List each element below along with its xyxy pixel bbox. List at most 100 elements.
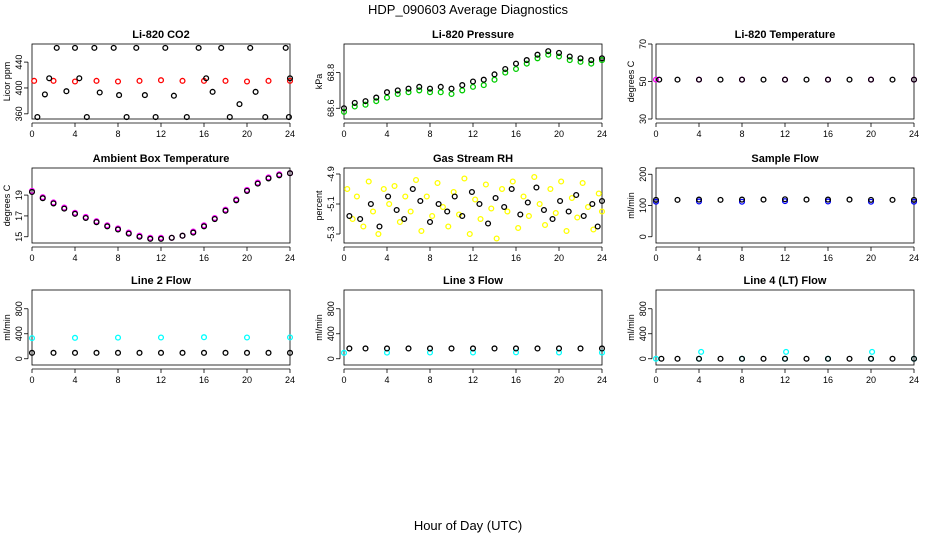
y-tick-label: 800 — [638, 301, 648, 316]
data-point — [141, 92, 148, 99]
x-tick-label: 0 — [653, 375, 658, 385]
data-point — [469, 345, 477, 352]
data-point — [803, 196, 810, 203]
data-point — [803, 76, 810, 83]
y-axis-label: ml/min — [626, 192, 636, 219]
data-point — [50, 349, 57, 356]
data-point — [540, 206, 547, 214]
data-point — [236, 101, 243, 108]
data-point — [409, 185, 416, 193]
data-point — [580, 212, 587, 220]
data-point — [418, 227, 425, 235]
data-point — [76, 75, 83, 82]
x-tick-label: 8 — [115, 375, 120, 385]
data-point — [183, 114, 190, 121]
data-point — [402, 193, 409, 200]
data-point — [493, 235, 500, 242]
data-point — [824, 196, 832, 203]
data-point — [459, 212, 466, 220]
data-point — [717, 76, 724, 83]
x-tick-label: 12 — [780, 375, 790, 385]
data-point — [353, 193, 360, 200]
data-point — [594, 223, 601, 230]
x-tick-label: 12 — [780, 253, 790, 263]
x-tick-label: 8 — [739, 129, 744, 139]
x-tick-label: 20 — [242, 375, 252, 385]
data-point — [598, 197, 606, 205]
data-point — [536, 200, 543, 208]
data-point — [394, 87, 401, 94]
data-point — [286, 170, 294, 177]
x-tick-label: 16 — [511, 253, 521, 263]
data-point — [598, 345, 606, 352]
x-tick-label: 16 — [823, 253, 833, 263]
x-tick-label: 4 — [696, 129, 701, 139]
data-point — [491, 345, 498, 352]
data-point — [512, 345, 520, 352]
data-point — [484, 220, 492, 227]
data-point — [357, 215, 364, 223]
data-point — [846, 196, 853, 203]
x-tick-label: 8 — [739, 375, 744, 385]
data-point — [416, 83, 423, 90]
y-tick-label: 15 — [14, 232, 24, 242]
data-point — [114, 78, 122, 85]
data-point — [179, 77, 186, 84]
x-tick-label: 24 — [285, 375, 295, 385]
x-tick-label: 20 — [554, 253, 564, 263]
x-tick-label: 4 — [72, 375, 77, 385]
x-tick-label: 24 — [285, 253, 295, 263]
data-point — [373, 94, 380, 101]
data-point — [46, 75, 53, 82]
data-point — [39, 195, 46, 202]
data-point — [738, 196, 746, 203]
data-point — [541, 221, 549, 229]
x-tick-label: 8 — [427, 375, 432, 385]
x-tick-label: 20 — [866, 129, 876, 139]
data-point — [136, 77, 143, 84]
data-point — [469, 78, 477, 85]
data-point — [405, 85, 412, 92]
x-tick-label: 12 — [156, 375, 166, 385]
data-point — [867, 355, 875, 362]
data-point — [360, 223, 367, 230]
data-point — [867, 76, 875, 83]
data-point — [71, 349, 79, 356]
x-tick-label: 24 — [909, 129, 919, 139]
x-tick-label: 16 — [511, 375, 521, 385]
y-tick-label: 400 — [14, 80, 24, 95]
y-tick-label: 100 — [638, 198, 648, 213]
data-point — [590, 226, 597, 233]
data-point — [738, 355, 746, 362]
data-point — [439, 203, 446, 211]
data-point — [91, 44, 98, 51]
chart-panel: Line 3 Flow ml/min 0 4 8 12 16 20 24 0 400 800 — [314, 275, 607, 385]
data-point — [695, 355, 703, 362]
data-point — [218, 44, 225, 51]
data-point — [362, 101, 369, 108]
data-point — [211, 215, 218, 223]
chart-title: Li-820 Pressure — [432, 29, 514, 41]
data-point — [717, 196, 724, 203]
data-point — [574, 214, 581, 221]
y-tick-label: 400 — [638, 326, 648, 341]
data-point — [476, 200, 483, 208]
data-point — [545, 48, 552, 55]
data-point — [674, 196, 681, 203]
x-tick-label: 12 — [156, 129, 166, 139]
data-point — [93, 349, 100, 356]
data-point — [340, 349, 348, 356]
y-axis-label: ml/min — [2, 314, 12, 341]
data-point — [781, 196, 789, 203]
data-point — [502, 65, 509, 73]
data-point — [515, 224, 522, 232]
data-point — [417, 197, 424, 205]
data-point — [394, 90, 401, 98]
data-point — [123, 114, 130, 121]
x-tick-label: 12 — [468, 253, 478, 263]
data-point — [566, 53, 573, 60]
data-point — [695, 196, 703, 203]
data-point — [549, 215, 556, 223]
chart-title: Line 3 Flow — [443, 275, 503, 287]
data-point — [252, 88, 259, 95]
